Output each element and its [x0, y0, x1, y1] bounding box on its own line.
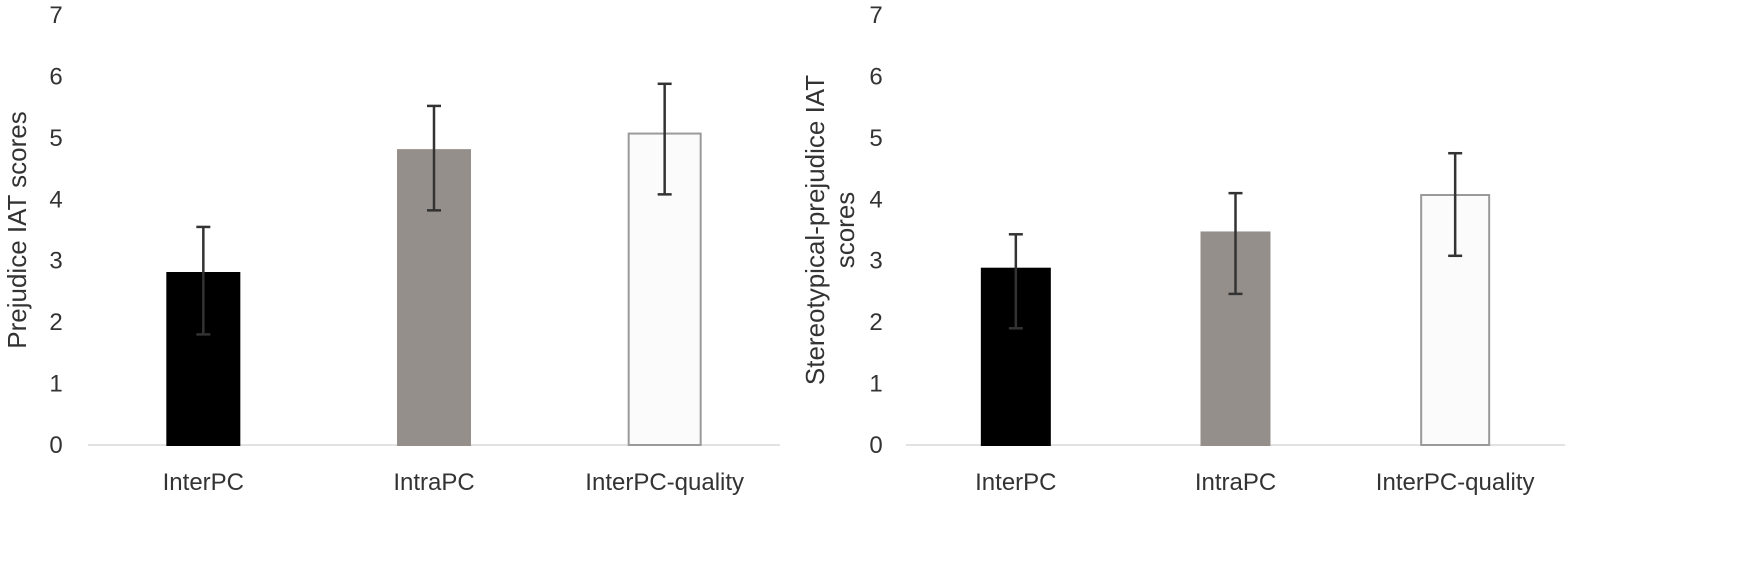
y-tick-label: 7: [869, 2, 882, 29]
chart-2: 0 1 2 3 4 5 6 7 Stereotypical-prejudice IATscore…: [800, 2, 1565, 496]
y-tick-label: 0: [869, 432, 882, 459]
y-tick-label: 1: [49, 371, 62, 398]
y-tick-label: 4: [49, 186, 62, 213]
y-tick-label: 6: [869, 63, 882, 90]
y-tick-label: 0: [49, 432, 62, 459]
category-label: IntraPC: [1195, 469, 1276, 496]
chart-1: 0 1 2 3 4 5 6 7 Prejudice IAT scores InterPC Intra…: [2, 2, 780, 496]
category-label: InterPC: [163, 469, 244, 496]
y-tick-label: 3: [869, 248, 882, 275]
y-axis-label: Stereotypical-prejudice IATscores: [800, 75, 860, 385]
y-tick-label: 4: [869, 186, 882, 213]
y-tick-label: 5: [869, 125, 882, 152]
y-tick-label: 5: [49, 125, 62, 152]
y-tick-label: 7: [49, 2, 62, 29]
y-tick-label: 2: [49, 309, 62, 336]
category-label: InterPC-quality: [1376, 469, 1535, 496]
y-tick-label: 2: [869, 309, 882, 336]
y-tick-label: 6: [49, 63, 62, 90]
y-axis-label-line: scores: [830, 192, 860, 269]
category-label: IntraPC: [393, 469, 474, 496]
category-label: InterPC-quality: [585, 469, 744, 496]
category-label: InterPC: [975, 469, 1056, 496]
y-tick-label: 3: [49, 248, 62, 275]
y-axis-label-line: Stereotypical-prejudice IAT: [800, 75, 830, 385]
y-tick-label: 1: [869, 371, 882, 398]
y-axis-label: Prejudice IAT scores: [2, 111, 32, 348]
